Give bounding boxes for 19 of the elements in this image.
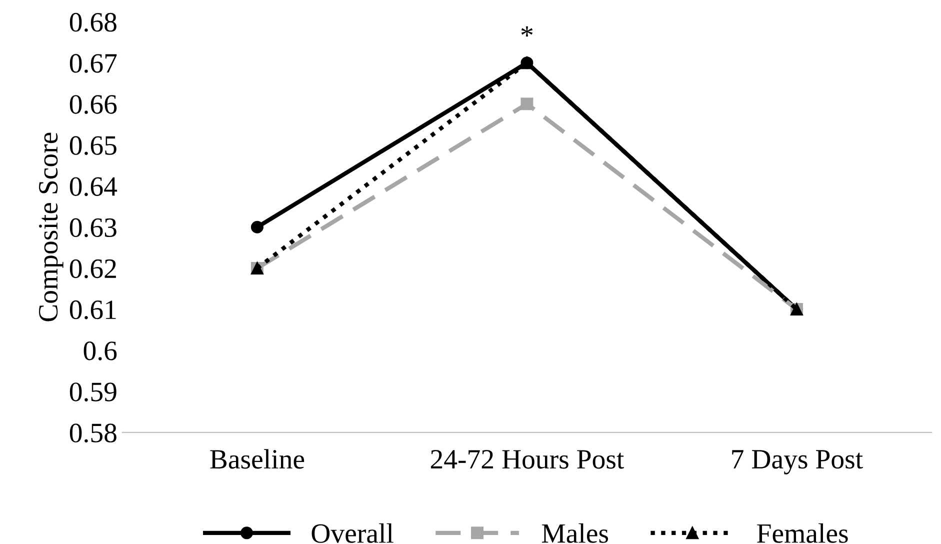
- y-tick-label: 0.6: [84, 342, 117, 360]
- x-tick-label: Baseline: [210, 449, 304, 469]
- x-tick-label: 24-72 Hours Post: [430, 450, 624, 469]
- legend-label: Overall: [312, 523, 394, 543]
- y-tick-label: 0.61: [70, 300, 116, 320]
- y-tick-label: 0.59: [70, 382, 116, 402]
- legend-label: Males: [542, 523, 608, 543]
- x-tick-label: 7 Days Post: [732, 450, 863, 474]
- y-tick-label: 0.62: [70, 259, 116, 278]
- y-tick-label: 0.67: [70, 54, 117, 73]
- y-tick-label: 0.65: [70, 136, 116, 156]
- y-axis-title: Composite Score: [38, 132, 64, 322]
- legend-label: Females: [757, 523, 848, 543]
- y-tick-label: 0.64: [70, 177, 118, 196]
- y-tick-label: 0.66: [70, 95, 117, 114]
- y-tick-label: 0.68: [70, 12, 116, 32]
- y-tick-label: 0.58: [70, 424, 116, 443]
- annotation: *: [521, 26, 533, 37]
- y-tick-label: 0.63: [70, 218, 116, 238]
